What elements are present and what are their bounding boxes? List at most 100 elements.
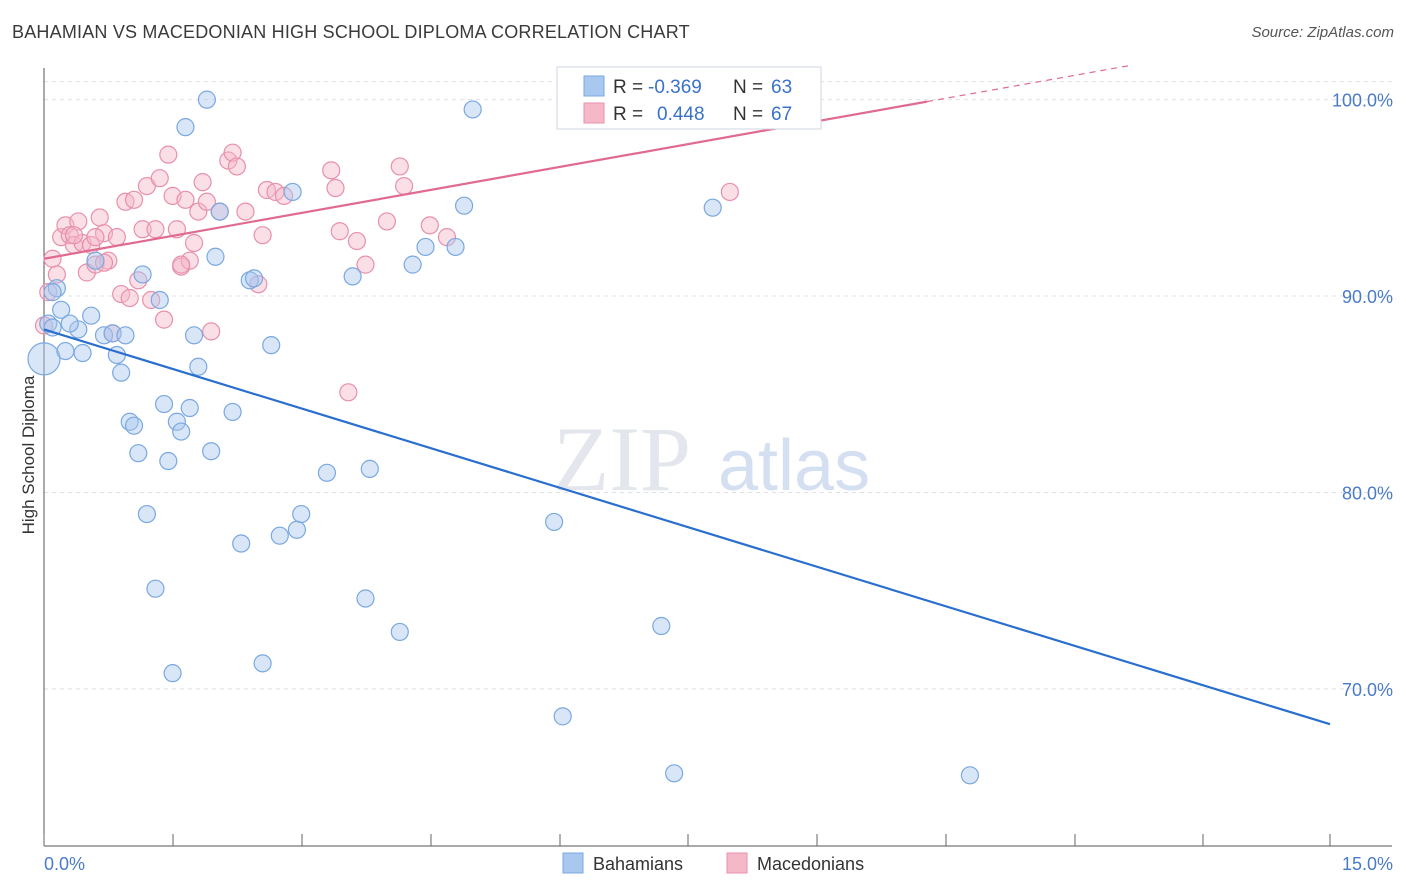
legend-swatch-bahamians xyxy=(583,75,605,97)
macedonian-point xyxy=(154,310,174,329)
bahamian-point xyxy=(27,342,61,376)
macedonian-point xyxy=(326,178,345,198)
bahamian-point xyxy=(403,255,422,274)
bahamian-point xyxy=(652,616,671,636)
y-axis-label: High School Diploma xyxy=(19,375,38,534)
bahamian-point xyxy=(189,357,208,376)
macedonian-point xyxy=(64,226,84,245)
macedonian-point xyxy=(390,157,409,176)
macedonian-point xyxy=(47,265,66,284)
macedonians-trend-extension xyxy=(926,64,1133,103)
bahamian-point xyxy=(73,343,92,363)
bahamian-point xyxy=(317,463,337,482)
bahamian-point xyxy=(244,269,264,288)
bahamian-point xyxy=(202,442,221,461)
bahamian-point xyxy=(356,589,375,608)
bahamian-point xyxy=(154,394,174,414)
y-tick-label: 90.0% xyxy=(1342,287,1393,307)
bahamian-point xyxy=(343,267,362,286)
legend-r-value-2: 0.448 xyxy=(657,104,705,125)
bottom-legend-macedonians: Macedonians xyxy=(757,854,864,874)
x-tick-label-max: 15.0% xyxy=(1342,854,1393,874)
bottom-legend-bahamians: Bahamians xyxy=(593,854,683,874)
bahamian-point xyxy=(206,247,225,266)
bahamian-point xyxy=(253,654,272,673)
macedonian-point xyxy=(720,182,739,202)
macedonians-points xyxy=(34,92,774,402)
macedonian-point xyxy=(172,255,191,274)
legend-n-label-2: N = xyxy=(733,104,763,125)
bahamian-point xyxy=(116,326,135,345)
watermark-atlas: atlas xyxy=(718,426,870,506)
bahamian-point xyxy=(133,265,152,284)
macedonian-point xyxy=(339,383,358,402)
bahamian-point xyxy=(454,196,474,215)
macedonian-point xyxy=(227,157,246,176)
macedonian-point xyxy=(176,190,195,209)
bottom-legend-swatch-macedonians xyxy=(726,852,748,874)
macedonian-point xyxy=(184,233,204,253)
bahamian-point xyxy=(270,526,289,545)
bahamian-point xyxy=(180,398,199,418)
bahamian-point xyxy=(172,422,191,441)
axes xyxy=(43,68,1392,847)
macedonian-point xyxy=(356,255,375,274)
macedonian-point xyxy=(159,145,178,164)
macedonian-point xyxy=(107,228,126,247)
bahamian-point xyxy=(292,504,311,524)
bahamian-point xyxy=(43,283,62,302)
bahamian-point xyxy=(86,251,105,270)
bahamian-point xyxy=(167,412,186,431)
bahamian-point xyxy=(703,198,722,217)
bahamian-point xyxy=(124,416,144,435)
bahamian-point xyxy=(184,326,204,345)
bahamian-point xyxy=(210,202,229,221)
macedonian-point xyxy=(86,228,105,247)
bahamian-point xyxy=(545,512,564,532)
bahamian-point xyxy=(232,534,251,553)
bahamian-point xyxy=(390,622,409,642)
macedonian-point xyxy=(133,220,152,239)
bahamian-point xyxy=(137,504,156,524)
bottom-legend-swatch-bahamians xyxy=(562,852,584,874)
macedonian-point xyxy=(322,161,341,180)
bahamians-trend-line xyxy=(43,328,1331,726)
macedonian-point xyxy=(180,251,199,270)
bahamian-point xyxy=(360,459,379,478)
macedonian-point xyxy=(347,231,367,251)
source-label: Source: ZipAtlas.com xyxy=(1251,24,1394,41)
bahamian-point xyxy=(283,182,302,202)
legend-n-value-1: 63 xyxy=(771,77,792,98)
macedonian-point xyxy=(124,190,144,209)
bahamian-point xyxy=(176,118,195,137)
bahamian-point xyxy=(416,237,435,257)
bahamian-point xyxy=(960,766,980,785)
macedonian-point xyxy=(90,208,109,227)
macedonian-point xyxy=(330,222,349,241)
bahamian-point xyxy=(60,314,79,333)
grid-lines xyxy=(44,81,1392,690)
y-tick-label: 100.0% xyxy=(1332,91,1393,111)
legend-r-label-2: R = xyxy=(613,104,643,125)
bahamian-point xyxy=(197,90,216,109)
macedonian-point xyxy=(197,192,216,211)
bahamian-point xyxy=(112,363,131,382)
bahamian-point xyxy=(159,451,178,471)
macedonian-point xyxy=(120,288,139,308)
macedonian-point xyxy=(223,143,242,162)
bahamian-point xyxy=(262,336,281,355)
macedonian-point xyxy=(394,176,414,196)
bahamian-point xyxy=(223,402,242,422)
macedonian-point xyxy=(150,169,169,188)
series-legend: Bahamians Macedonians xyxy=(562,852,864,874)
chart-title: BAHAMIAN VS MACEDONIAN HIGH SCHOOL DIPLO… xyxy=(12,22,690,42)
bahamian-point xyxy=(163,664,182,683)
legend-swatch-macedonians xyxy=(583,102,605,124)
legend-n-value-2: 67 xyxy=(771,104,792,125)
correlation-legend: R = -0.369 N = 63 R = 0.448 N = 67 xyxy=(556,66,822,130)
legend-r-value-1: -0.369 xyxy=(648,77,702,98)
bahamian-point xyxy=(463,100,482,119)
bahamian-point xyxy=(553,707,572,726)
bahamian-point xyxy=(52,300,71,319)
